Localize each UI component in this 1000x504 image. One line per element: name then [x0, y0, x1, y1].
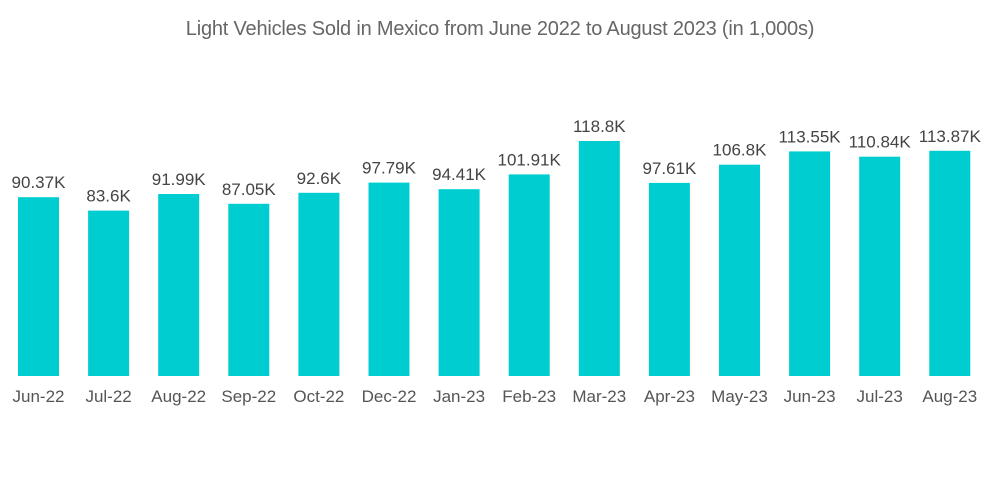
x-tick-jun-23: Jun-23: [784, 387, 836, 406]
x-axis-ticks: Jun-22 Jul-22 Aug-22 Sep-22 Oct-22 Dec-22 Jan-…: [13, 387, 978, 406]
data-label-dec-22: 97.79K: [362, 159, 417, 178]
bar-jun-22: [18, 197, 59, 376]
bar-jul-22: [88, 210, 130, 376]
bar-apr-23: [648, 182, 690, 376]
data-label-feb-23: 101.91K: [498, 150, 562, 169]
x-tick-may-23: May-23: [711, 387, 768, 406]
x-tick-oct-22: Oct-22: [293, 387, 344, 406]
bars-group: [18, 141, 971, 376]
x-tick-aug-23: Aug-23: [922, 387, 977, 406]
data-label-sep-22: 87.05K: [222, 180, 277, 199]
x-tick-mar-23: Mar-23: [572, 387, 626, 406]
x-tick-dec-22: Dec-22: [362, 387, 417, 406]
bar-dec-22: [368, 182, 410, 376]
bar-mar-23: [578, 141, 620, 376]
bar-feb-23: [508, 174, 550, 376]
data-label-jul-23: 110.84K: [849, 133, 912, 152]
bar-jun-23: [789, 151, 831, 376]
bar-jan-23: [438, 189, 480, 376]
x-tick-jun-22: Jun-22: [13, 387, 65, 406]
chart-title: Light Vehicles Sold in Mexico from June …: [185, 18, 815, 40]
data-label-apr-23: 97.61K: [642, 159, 697, 178]
x-tick-apr-23: Apr-23: [644, 387, 695, 406]
bar-oct-22: [298, 192, 340, 376]
x-tick-aug-22: Aug-22: [151, 387, 206, 406]
x-tick-jul-23: Jul-23: [857, 387, 903, 406]
data-label-may-23: 106.8K: [713, 141, 768, 160]
bar-aug-23: [929, 150, 971, 376]
x-tick-jan-23: Jan-23: [433, 387, 485, 406]
data-label-jun-23: 113.55K: [779, 127, 842, 146]
data-label-aug-22: 91.99K: [152, 170, 207, 189]
data-label-jan-23: 94.41K: [432, 165, 487, 184]
x-tick-jul-22: Jul-22: [85, 387, 131, 406]
bar-sep-22: [228, 203, 270, 376]
bar-may-23: [719, 164, 760, 376]
x-tick-feb-23: Feb-23: [502, 387, 556, 406]
bar-jul-23: [859, 156, 901, 376]
data-labels-group: 90.37K 83.6K 91.99K 87.05K 92.6K 97.79K 94.41K…: [12, 117, 982, 206]
data-label-jun-22: 90.37K: [12, 173, 67, 192]
data-label-jul-22: 83.6K: [86, 187, 131, 206]
data-label-aug-23: 113.87K: [919, 127, 982, 146]
bar-aug-22: [158, 194, 200, 376]
x-tick-sep-22: Sep-22: [221, 387, 276, 406]
data-label-oct-22: 92.6K: [297, 169, 342, 188]
data-label-mar-23: 118.8K: [573, 117, 626, 136]
